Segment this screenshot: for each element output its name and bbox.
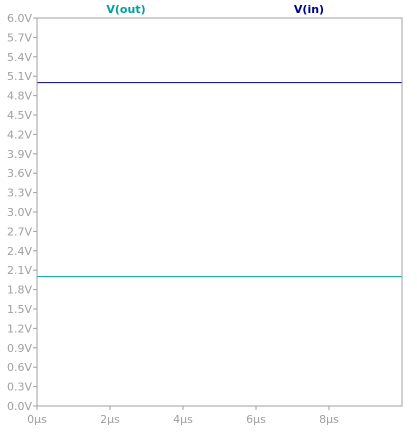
plot-area bbox=[37, 82, 402, 278]
y-tick-label: 1.2V bbox=[7, 322, 32, 335]
legend-entry: V(in) bbox=[294, 3, 324, 16]
plot-frame bbox=[36, 17, 403, 407]
y-tick-label: 2.4V bbox=[7, 245, 32, 258]
y-tick-label: 3.9V bbox=[7, 148, 32, 161]
y-tick-label: 1.5V bbox=[7, 303, 32, 316]
y-tick-label: 6.0V bbox=[7, 12, 32, 25]
y-tick-label: 0.3V bbox=[7, 381, 32, 394]
x-tick-label: 6µs bbox=[246, 413, 266, 426]
y-tick-label: 5.7V bbox=[7, 31, 32, 44]
y-tick-label: 3.0V bbox=[7, 206, 32, 219]
y-tick-label: 4.8V bbox=[7, 90, 32, 103]
y-tick-label: 0.0V bbox=[7, 400, 32, 413]
y-tick-label: 2.1V bbox=[7, 264, 32, 277]
y-tick-label: 1.8V bbox=[7, 284, 32, 297]
y-tick-label: 0.9V bbox=[7, 342, 32, 355]
axes: 0.0V 0.3V 0.6V 0.9V 1.2V 1.5V 1.8V 2.1V 2.4V 2.7V… bbox=[7, 12, 403, 426]
y-tick-label: 2.7V bbox=[7, 225, 32, 238]
x-tick-label: 0µs bbox=[27, 413, 47, 426]
legend-entry: V(out) bbox=[106, 3, 145, 16]
y-tick-label: 4.2V bbox=[7, 128, 32, 141]
y-tick-label: 5.1V bbox=[7, 70, 32, 83]
legend: V(out) V(in) bbox=[106, 3, 324, 16]
y-tick-label: 4.5V bbox=[7, 109, 32, 122]
x-tick-label: 2µs bbox=[100, 413, 120, 426]
x-tick-label: 8µs bbox=[319, 413, 339, 426]
y-tick-label: 3.3V bbox=[7, 187, 32, 200]
x-tick-label: 4µs bbox=[173, 413, 193, 426]
y-tick-label: 0.6V bbox=[7, 361, 32, 374]
y-tick-label: 5.4V bbox=[7, 51, 32, 64]
y-tick-label: 3.6V bbox=[7, 167, 32, 180]
